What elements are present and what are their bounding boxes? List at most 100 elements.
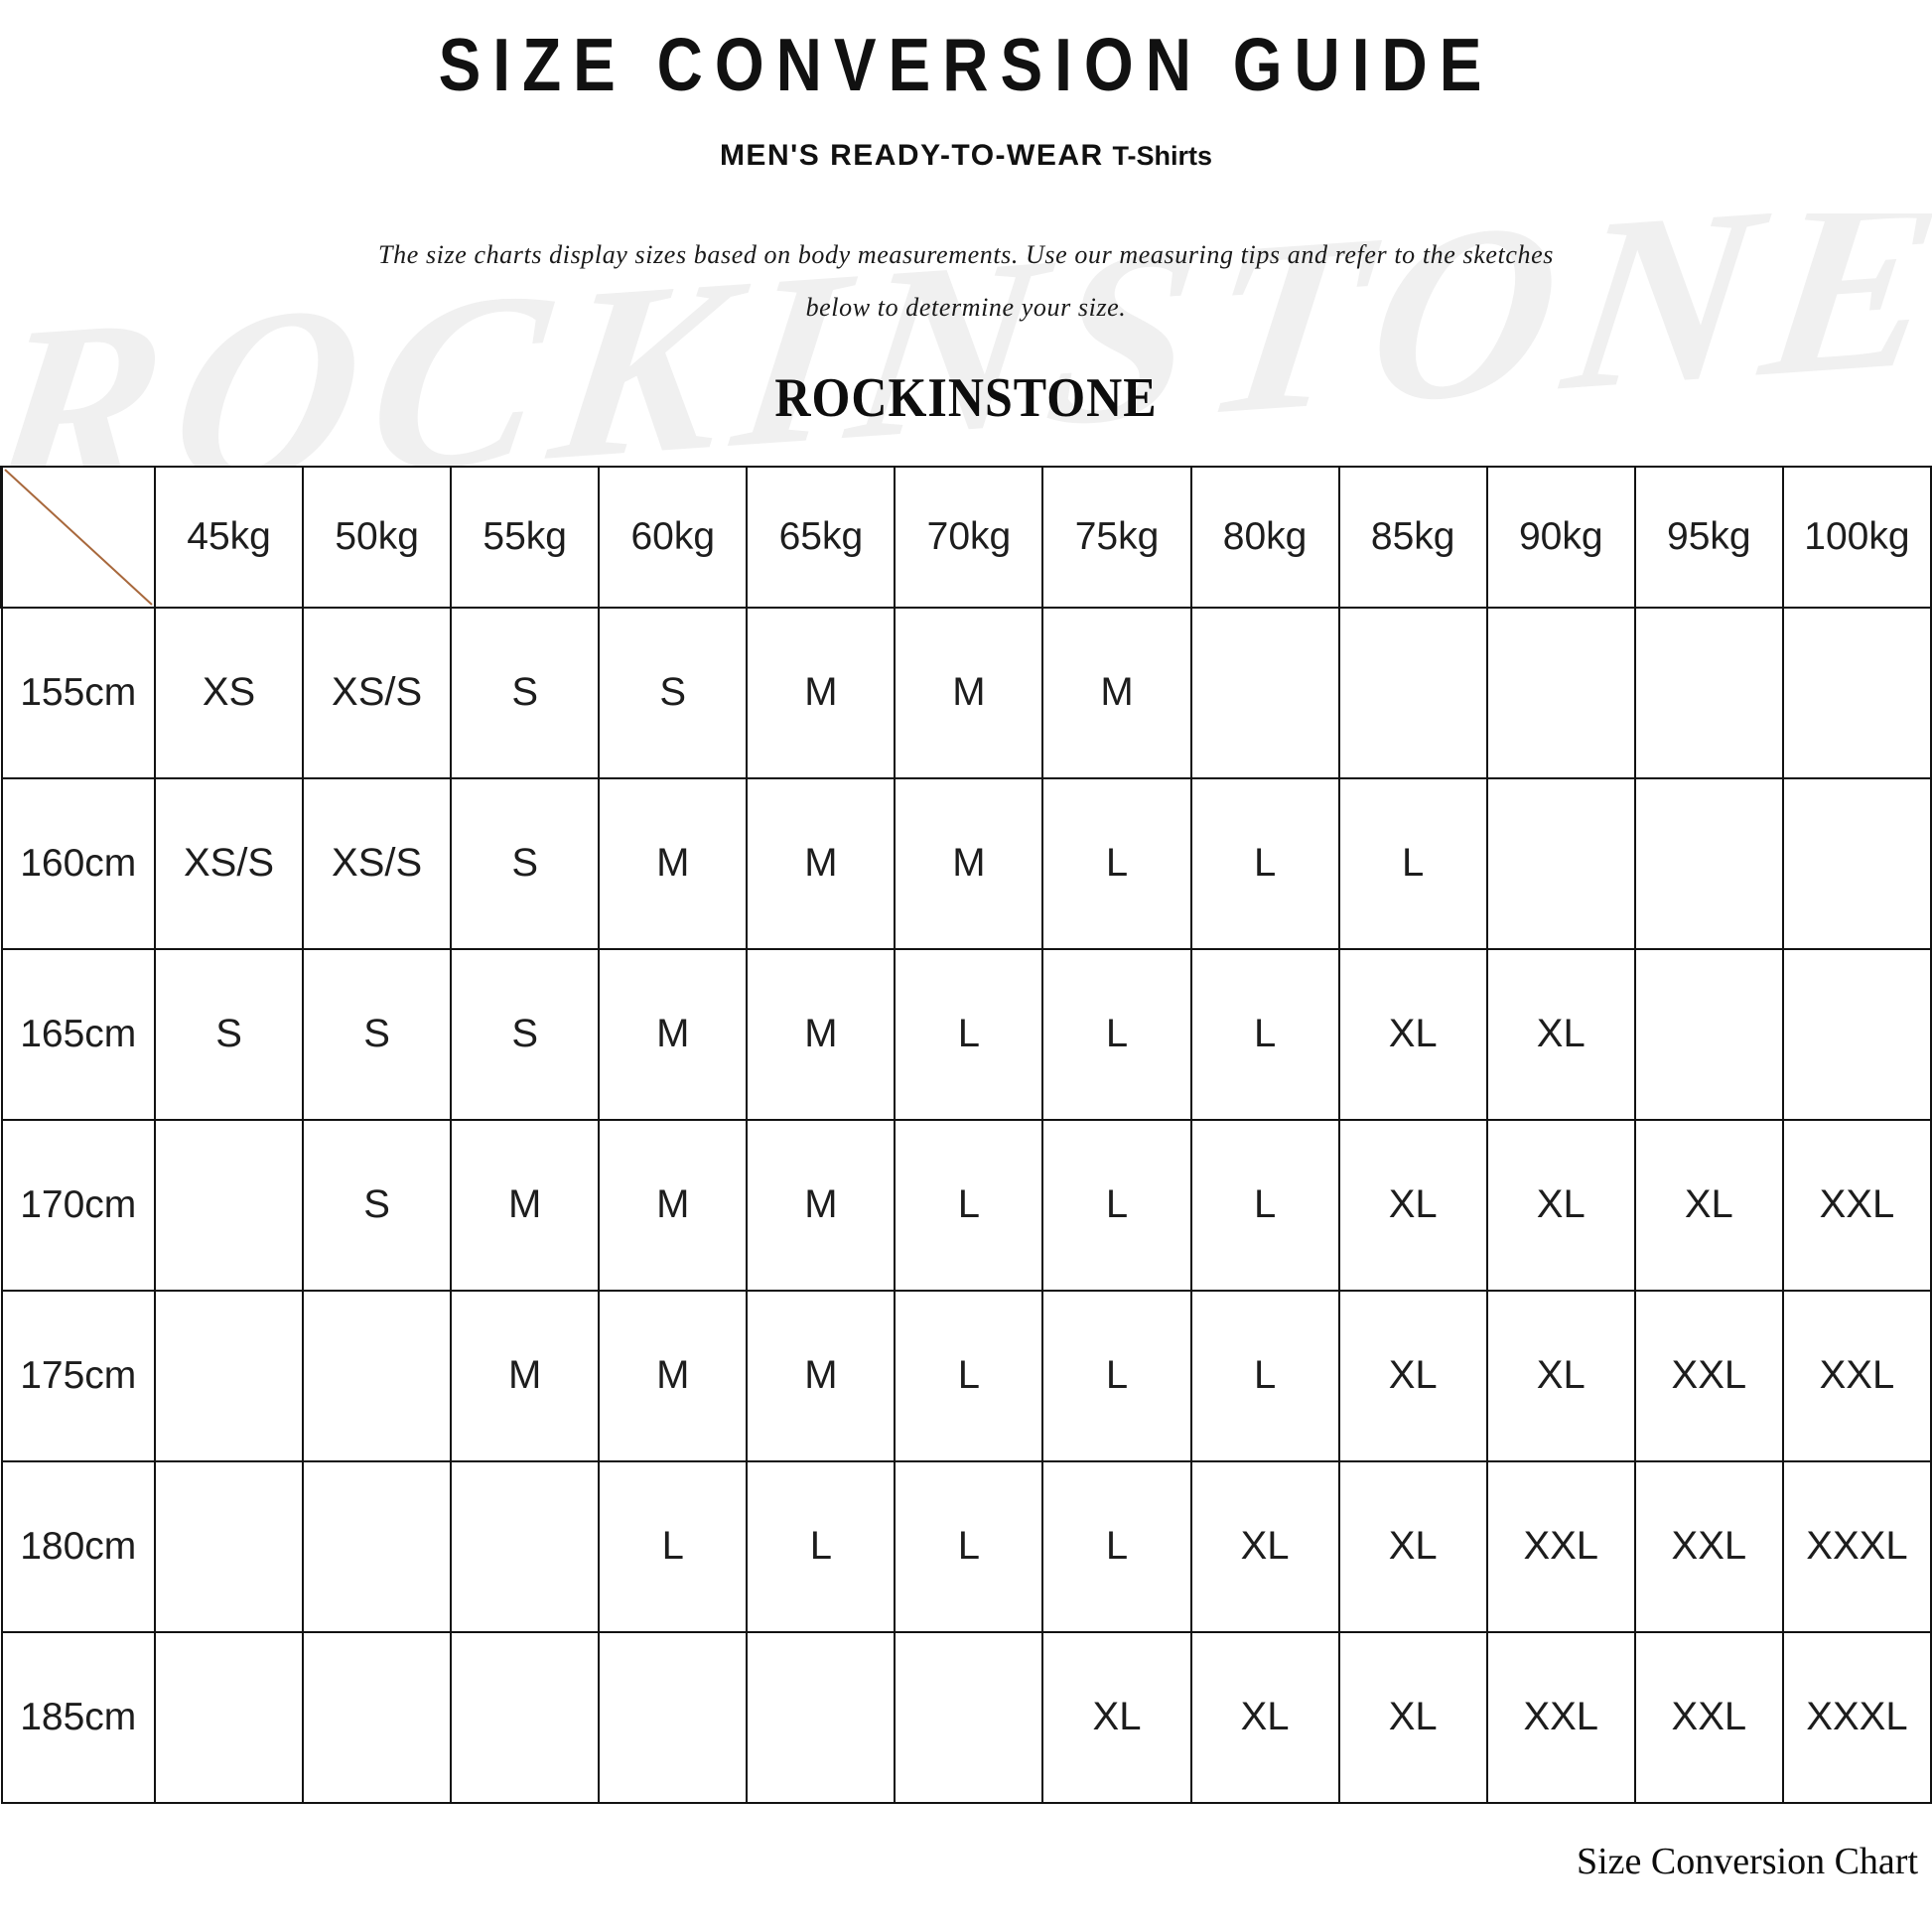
size-cell-empty [1633,606,1784,779]
size-cell-empty [1633,776,1784,950]
weight-column-header: 70kg [894,465,1044,609]
size-table-wrapper: 45kg 50kg 55kg 60kg 65kg 70kg 75kg 80kg 85kg 90kg… [0,465,1932,1804]
table-row: 160cm XS/S XS/S S M M M L L L [0,776,1932,950]
size-cell: L [894,1289,1044,1462]
height-row-header: 165cm [0,947,156,1121]
size-cell: M [598,776,749,950]
intro-line-2: below to determine your size. [805,293,1127,323]
weight-column-header: 55kg [450,465,601,609]
size-cell: L [894,947,1044,1121]
size-cell-empty [1781,947,1932,1121]
size-cell: M [598,1289,749,1462]
size-cell: XL [1189,1630,1340,1804]
size-cell: S [450,776,601,950]
size-cell-empty [1189,606,1340,779]
size-cell-empty [1633,947,1784,1121]
weight-column-header: 85kg [1337,465,1488,609]
size-cell: XL [1337,1630,1488,1804]
weight-column-header: 50kg [302,465,453,609]
size-cell: XL [1189,1459,1340,1633]
size-cell-empty [153,1459,305,1633]
size-cell: L [1041,776,1192,950]
size-cell: L [894,1459,1044,1633]
size-cell: M [746,776,897,950]
page-title: SIZE CONVERSION GUIDE [438,22,1494,107]
size-cell-empty [1781,606,1932,779]
weight-column-header: 80kg [1189,465,1340,609]
header-row: 45kg 50kg 55kg 60kg 65kg 70kg 75kg 80kg 85kg 90kg… [0,465,1932,609]
size-cell: M [598,947,749,1121]
size-cell: L [894,1118,1044,1292]
size-cell-empty [153,1289,305,1462]
size-cell: XXL [1485,1630,1636,1804]
size-cell: XS/S [153,776,305,950]
size-cell: L [1041,947,1192,1121]
size-cell: M [746,1118,897,1292]
size-cell: L [1189,776,1340,950]
height-row-header: 185cm [0,1630,156,1804]
size-cell-empty [450,1630,601,1804]
table-row: 185cm XL XL XL XXL XXL XXXL [0,1630,1932,1804]
size-cell: S [302,1118,453,1292]
size-cell: XXL [1633,1630,1784,1804]
size-cell: XXL [1633,1289,1784,1462]
size-cell: XXL [1781,1289,1932,1462]
size-cell: XL [1337,947,1488,1121]
size-cell: L [1337,776,1488,950]
size-cell: S [450,947,601,1121]
size-cell: S [450,606,601,779]
size-cell: XXXL [1781,1459,1932,1633]
size-cell: S [153,947,305,1121]
size-cell: L [1041,1459,1192,1633]
size-cell: L [1189,1118,1340,1292]
weight-column-header: 100kg [1781,465,1932,609]
size-cell-empty [302,1459,453,1633]
size-cell-empty [894,1630,1044,1804]
size-cell: L [1041,1289,1192,1462]
size-cell-empty [598,1630,749,1804]
height-row-header: 160cm [0,776,156,950]
intro-paragraph: The size charts display sizes based on b… [311,228,1621,335]
size-cell: L [746,1459,897,1633]
page-subtitle: MEN'S READY-TO-WEAR T-Shirts [0,139,1932,173]
size-cell: L [1041,1118,1192,1292]
size-cell: L [1189,1289,1340,1462]
table-header: 45kg 50kg 55kg 60kg 65kg 70kg 75kg 80kg 85kg 90kg… [0,465,1932,609]
size-cell: M [450,1118,601,1292]
table-body: 155cm XS XS/S S S M M M 160cm XS/S XS/S S M M M L L L 165c… [0,606,1932,1804]
height-row-header: 180cm [0,1459,156,1633]
size-cell: XS/S [302,606,453,779]
table-row: 155cm XS XS/S S S M M M [0,606,1932,779]
size-cell: M [598,1118,749,1292]
corner-cell [0,465,156,609]
size-cell: M [894,776,1044,950]
subtitle-category: MEN'S READY-TO-WEAR [719,139,1104,172]
size-cell-empty [1781,776,1932,950]
size-cell: XL [1041,1630,1192,1804]
size-cell: M [450,1289,601,1462]
size-cell: XL [1485,947,1636,1121]
table-row: 175cm M M M L L L XL XL XXL XXL [0,1289,1932,1462]
size-cell: XXXL [1781,1630,1932,1804]
size-cell: S [598,606,749,779]
weight-column-header: 45kg [153,465,305,609]
size-cell-empty [746,1630,897,1804]
table-row: 180cm L L L L XL XL XXL XXL XXXL [0,1459,1932,1633]
size-cell: S [302,947,453,1121]
size-cell: M [746,947,897,1121]
size-cell: XL [1337,1118,1488,1292]
size-cell: M [746,1289,897,1462]
size-cell-empty [302,1630,453,1804]
size-cell-empty [1485,776,1636,950]
size-cell: XL [1485,1118,1636,1292]
size-cell: L [598,1459,749,1633]
size-cell: XL [1485,1289,1636,1462]
size-cell-empty [153,1630,305,1804]
size-conversion-table: 45kg 50kg 55kg 60kg 65kg 70kg 75kg 80kg 85kg 90kg… [0,465,1932,1804]
height-row-header: 155cm [0,606,156,779]
height-row-header: 170cm [0,1118,156,1292]
subtitle-product: T-Shirts [1112,141,1213,171]
table-row: 170cm S M M M L L L XL XL XL XXL [0,1118,1932,1292]
size-cell: XXL [1781,1118,1932,1292]
height-row-header: 175cm [0,1289,156,1462]
